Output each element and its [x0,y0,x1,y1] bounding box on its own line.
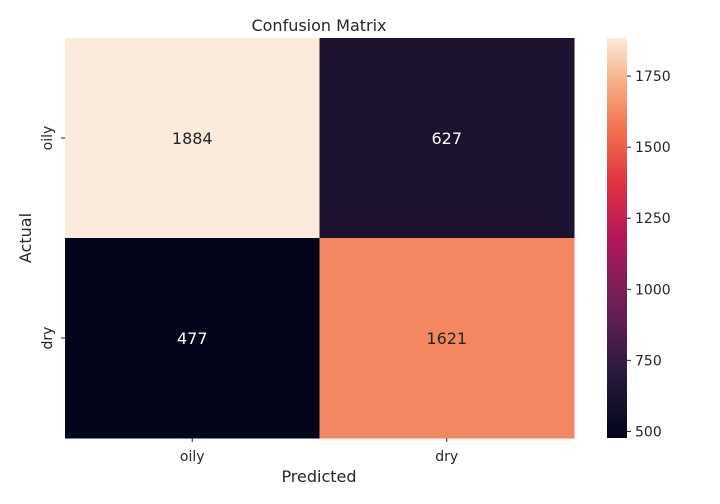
colorbar-tick-label: 1250 [635,211,671,227]
y-axis-label: Actual [16,213,35,263]
heatmap-cell-labels: 1884 627 477 1621 [172,129,467,348]
heatmap-cell [65,238,320,439]
colorbar-tick-label: 1000 [635,282,671,298]
cell-value-label: 477 [177,329,208,348]
x-tick-label: dry [435,449,458,465]
y-axis-ticks: oily dry [40,126,65,350]
colorbar-ticks: 500 750 1000 1250 1500 1750 [627,69,671,440]
x-axis-ticks: oily dry [180,438,458,465]
colorbar-tick-label: 750 [635,353,662,369]
colorbar-tick-label: 500 [635,424,662,440]
x-axis-label: Predicted [281,467,356,486]
chart-title: Confusion Matrix [251,16,386,35]
colorbar-tick-label: 1750 [635,69,671,85]
heatmap-cell [319,38,575,239]
cell-value-label: 627 [431,129,462,148]
y-tick-label: dry [40,327,56,350]
x-tick-label: oily [180,449,205,465]
heatmap-cell [319,238,575,439]
colorbar-tick-label: 1500 [635,140,671,156]
y-tick-label: oily [40,126,56,151]
colorbar [607,38,627,438]
heatmap-cell [65,38,320,239]
cell-value-label: 1884 [172,129,213,148]
cell-value-label: 1621 [426,329,467,348]
heatmap-cells [65,38,575,439]
